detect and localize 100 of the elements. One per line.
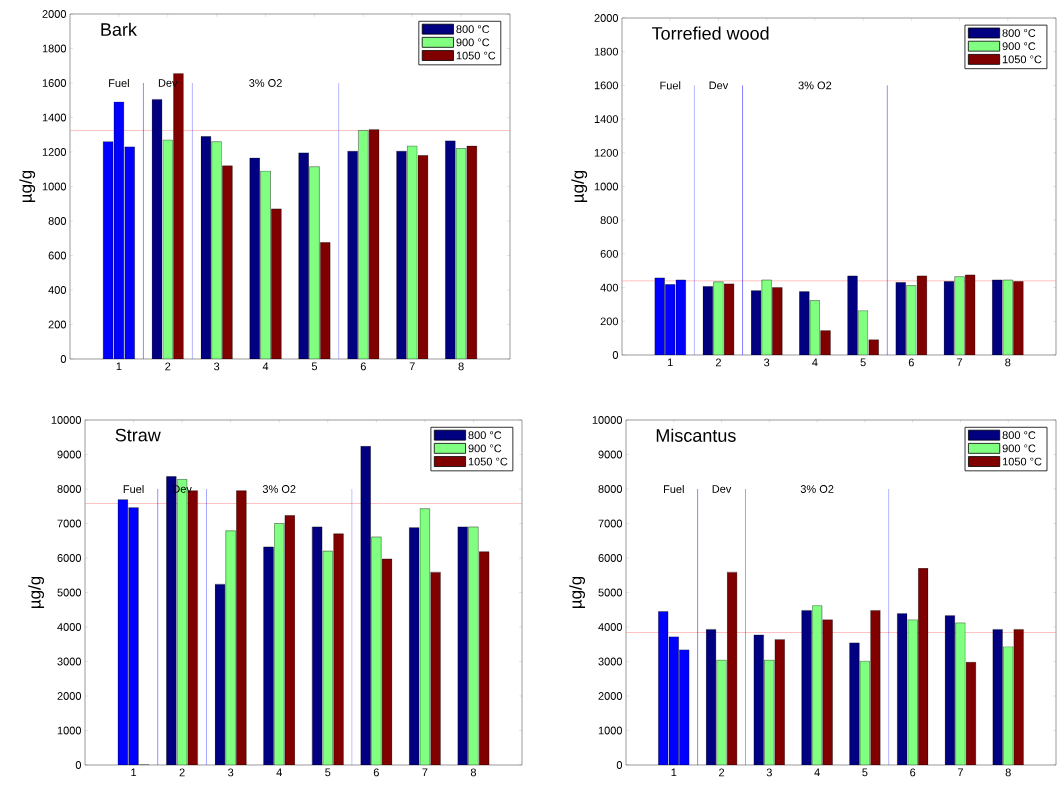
annotation: Fuel: [660, 81, 681, 90]
x-tick-label: 3: [766, 768, 772, 777]
x-tick-label: 2: [179, 768, 185, 777]
y-tick-label: 1400: [594, 115, 619, 123]
annotation: 3% O2: [800, 485, 834, 493]
y-tick-label: 6000: [57, 554, 82, 562]
annotation: Dev: [712, 485, 732, 493]
y-tick-label: 600: [600, 250, 619, 258]
y-tick-label: 1200: [594, 148, 619, 157]
y-tick-label: 0: [612, 351, 619, 359]
annotation: 3% O2: [262, 485, 296, 493]
y-tick-label: 7000: [598, 519, 623, 528]
y-tick-label: 8000: [598, 485, 623, 493]
y-tick-label: 400: [600, 283, 619, 292]
annotation: Dev: [709, 81, 729, 90]
y-axis-title: µg/g: [569, 576, 586, 609]
legend-label: 800 °C: [1002, 29, 1036, 37]
y-tick-label: 4000: [598, 623, 623, 631]
legend-label: 1050 °C: [456, 51, 496, 60]
y-tick-label: 5000: [57, 588, 82, 597]
y-tick-label: 2000: [598, 692, 623, 700]
x-tick-label: 7: [957, 358, 963, 367]
x-tick-label: 1: [116, 362, 122, 371]
x-tick-label: 5: [862, 768, 868, 777]
x-tick-label: 1: [131, 768, 137, 777]
y-tick-label: 6000: [598, 554, 623, 562]
y-tick-label: 3000: [57, 657, 82, 666]
y-tick-label: 1800: [594, 47, 619, 56]
y-tick-label: 9000: [57, 450, 82, 459]
x-tick-label: 7: [422, 768, 428, 777]
y-tick-label: 600: [48, 251, 67, 260]
y-axis-title: µg/g: [28, 576, 45, 609]
y-tick-label: 800: [600, 216, 619, 225]
y-tick-label: 0: [616, 761, 623, 769]
x-tick-label: 1: [671, 768, 677, 777]
y-tick-label: 2000: [594, 14, 619, 22]
chart-title: Miscantus: [656, 428, 736, 442]
y-tick-label: 200: [600, 317, 619, 326]
x-tick-label: 5: [311, 362, 318, 371]
x-tick-label: 6: [910, 768, 916, 777]
annotation: 3% O2: [798, 81, 832, 90]
x-tick-label: 5: [325, 768, 331, 777]
legend-label: 900 °C: [1002, 444, 1036, 453]
y-tick-label: 7000: [57, 519, 82, 528]
x-tick-label: 4: [814, 768, 820, 777]
x-tick-label: 8: [470, 768, 477, 777]
annotation: Fuel: [123, 484, 144, 494]
x-tick-label: 4: [262, 362, 269, 371]
annotation: Fuel: [664, 484, 684, 494]
annotation: 3% O2: [249, 79, 282, 87]
chart-title: Straw: [115, 428, 161, 442]
x-tick-label: 6: [373, 768, 379, 777]
y-tick-label: 2000: [57, 692, 82, 700]
y-tick-label: 3000: [598, 657, 623, 666]
y-tick-label: 800: [48, 217, 67, 225]
x-tick-label: 8: [1005, 358, 1011, 367]
x-tick-label: 2: [715, 358, 721, 367]
x-tick-label: 7: [409, 362, 415, 371]
x-tick-label: 3: [764, 358, 770, 367]
legend-label: 1050 °C: [468, 457, 508, 466]
y-tick-label: 4000: [57, 623, 82, 631]
legend-label: 800 °C: [456, 25, 490, 34]
x-tick-label: 6: [908, 358, 914, 367]
y-tick-label: 1800: [42, 44, 67, 53]
y-tick-label: 9000: [598, 450, 623, 459]
x-tick-label: 8: [458, 362, 464, 371]
y-tick-label: 8000: [57, 485, 82, 493]
y-tick-label: 1000: [594, 182, 619, 191]
y-tick-label: 1600: [594, 81, 619, 90]
y-tick-label: 0: [75, 761, 82, 769]
y-tick-label: 1000: [42, 182, 67, 191]
legend-label: 900 °C: [468, 444, 502, 453]
y-tick-label: 1200: [42, 148, 67, 156]
x-tick-label: 6: [360, 362, 366, 371]
y-tick-label: 5000: [598, 588, 623, 597]
y-tick-label: 2000: [42, 10, 67, 18]
x-tick-label: 4: [812, 358, 818, 367]
legend-label: 800 °C: [1002, 431, 1036, 440]
y-tick-label: 200: [48, 320, 67, 329]
x-tick-label: 7: [957, 768, 963, 777]
x-tick-label: 1: [668, 358, 673, 367]
chart-title: Torrefied wood: [651, 26, 769, 40]
x-tick-label: 2: [719, 768, 725, 777]
chart-title: Bark: [101, 22, 137, 36]
legend-label: 1050 °C: [1002, 55, 1042, 64]
y-tick-label: 10000: [51, 416, 82, 424]
legend-label: 800 °C: [468, 431, 502, 440]
y-tick-label: 1400: [42, 113, 67, 122]
y-axis-title: µg/g: [571, 170, 588, 203]
x-tick-label: 3: [214, 362, 220, 371]
legend-label: 900 °C: [456, 38, 490, 47]
annotation: Fuel: [109, 78, 129, 88]
x-tick-label: 2: [165, 362, 171, 371]
y-tick-label: 1000: [598, 726, 623, 735]
y-axis-title: µg/g: [19, 170, 36, 203]
y-tick-label: 1000: [57, 726, 82, 735]
legend-label: 900 °C: [1002, 42, 1036, 51]
x-tick-label: 3: [228, 768, 234, 777]
x-tick-label: 5: [860, 358, 866, 367]
y-tick-label: 400: [48, 286, 67, 294]
